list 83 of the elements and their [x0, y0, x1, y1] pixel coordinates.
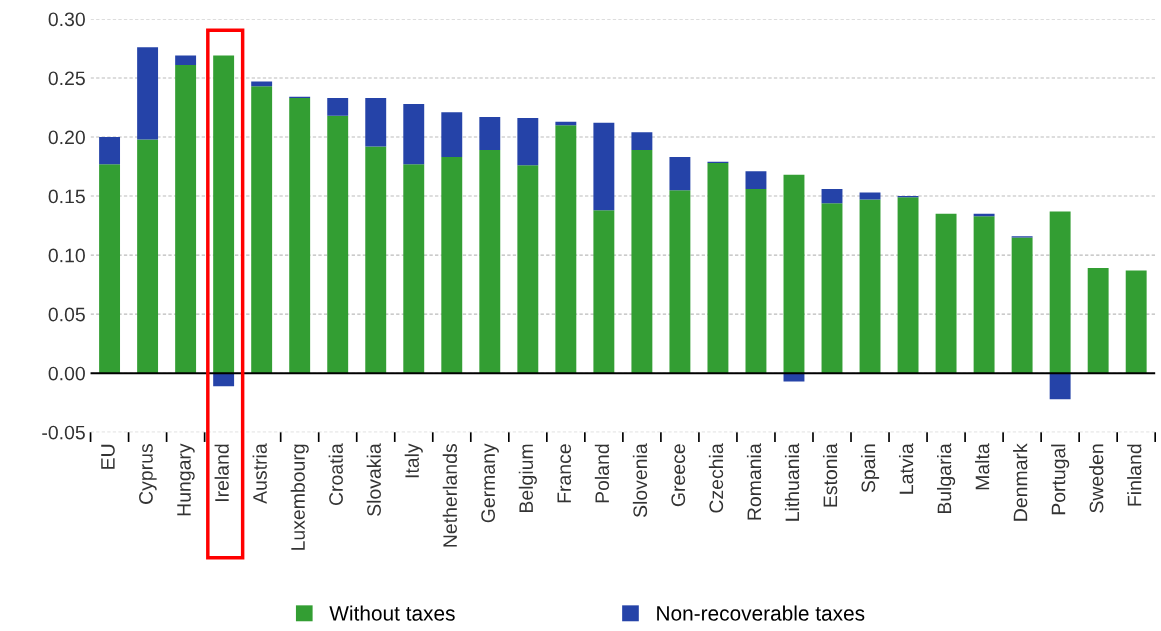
bar — [289, 98, 311, 374]
bar — [479, 116, 501, 151]
bar — [175, 55, 197, 65]
bar — [973, 216, 995, 374]
y-tick-label: 0.10 — [48, 248, 85, 263]
bar — [555, 125, 577, 374]
x-tick-label: Finland — [1127, 444, 1142, 506]
y-tick-label: 0.15 — [48, 189, 85, 204]
bar — [517, 118, 539, 166]
x-tick-label: Denmark — [1013, 443, 1028, 521]
bar — [707, 163, 729, 374]
bar — [897, 197, 919, 374]
bar — [669, 190, 691, 374]
x-tick-label: EU — [101, 444, 115, 469]
bar — [403, 103, 425, 165]
x-tick-label: Sweden — [1089, 444, 1104, 513]
bar — [1049, 373, 1071, 400]
bar — [137, 139, 159, 374]
bar — [859, 192, 881, 200]
bar — [327, 115, 349, 374]
bar — [213, 373, 235, 387]
x-tick-label: Poland — [594, 444, 610, 503]
y-tick-label: 0.00 — [48, 366, 85, 381]
legend-label: Non-recoverable taxes — [657, 605, 865, 621]
y-tick-label: 0.25 — [48, 71, 85, 86]
bar — [745, 188, 767, 374]
x-tick-label: France — [557, 444, 572, 503]
bar — [137, 47, 159, 140]
x-tick-label: Romania — [746, 443, 762, 520]
bar — [441, 157, 463, 374]
x-tick-label: Spain — [860, 444, 880, 493]
legend-label: Without taxes — [329, 605, 455, 621]
x-tick-label: Germany — [481, 443, 499, 523]
bar — [365, 98, 387, 147]
x-tick-label: Italy — [404, 443, 423, 478]
bar — [783, 174, 805, 374]
x-tick-label: Estonia — [822, 443, 838, 507]
bar — [365, 146, 387, 374]
bar — [1049, 211, 1071, 374]
bar — [935, 213, 957, 374]
x-tick-label: Bulgaria — [937, 443, 956, 514]
bar — [745, 171, 767, 189]
y-tick-label: 0.30 — [48, 12, 85, 27]
bar — [1011, 237, 1033, 374]
bar — [99, 137, 121, 165]
bar — [99, 164, 121, 374]
bar — [669, 157, 691, 191]
x-tick-label: Belgium — [518, 444, 537, 512]
x-tick-label: Slovenia — [632, 443, 648, 518]
x-tick-label: Croatia — [328, 443, 343, 506]
x-tick-label: Lithuania — [784, 443, 800, 521]
bar — [213, 55, 235, 374]
x-tick-label: Greece — [671, 444, 686, 507]
x-tick-label: Slovakia — [366, 443, 381, 516]
bar — [327, 98, 349, 116]
x-tick-label: Austria — [252, 443, 267, 504]
bar — [821, 203, 843, 374]
bar — [631, 132, 653, 151]
y-tick-label: -0.05 — [42, 425, 85, 440]
x-tick-label: Malta — [975, 443, 990, 490]
x-tick-label: Netherlands — [442, 444, 457, 547]
bar — [175, 64, 197, 374]
bar — [1087, 268, 1109, 374]
x-tick-label: Cyprus — [139, 444, 157, 504]
bar — [403, 164, 425, 374]
bar — [593, 210, 615, 374]
x-tick-label: Ireland — [214, 444, 229, 501]
bar — [859, 199, 881, 374]
y-tick-label: 0.20 — [48, 130, 85, 145]
bar — [441, 112, 463, 158]
x-tick-label: Hungary — [177, 443, 195, 516]
bar — [479, 150, 501, 374]
bar — [517, 165, 539, 374]
x-tick-label: Portugal — [1051, 444, 1070, 515]
y-tick-label: 0.05 — [48, 307, 85, 322]
x-tick-label: Czechia — [708, 443, 724, 513]
bar — [593, 122, 615, 211]
bar — [821, 188, 843, 204]
x-tick-label: Latvia — [898, 443, 914, 494]
x-tick-label: Luxembourg — [290, 444, 309, 550]
bar — [1125, 270, 1147, 374]
bar — [631, 150, 653, 374]
bar — [251, 86, 273, 374]
